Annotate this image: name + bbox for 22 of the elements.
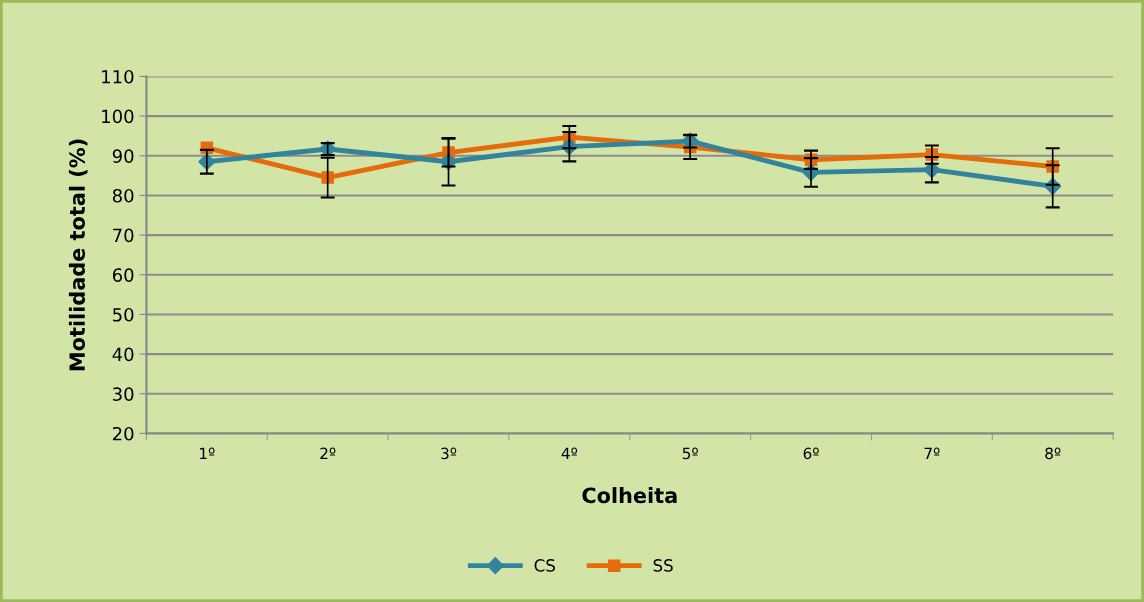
legend-label: SS	[653, 559, 673, 572]
x-tick-label: 3º	[441, 447, 457, 460]
x-tick-label: 8º	[1045, 447, 1061, 460]
y-axis-title: Motilidade total (%)	[68, 139, 88, 371]
y-tick-label: 90	[112, 149, 134, 163]
y-tick-label: 40	[112, 347, 134, 362]
y-tick-label: 30	[113, 387, 134, 401]
x-tick-label: 5º	[682, 447, 698, 460]
legend-label: CS	[534, 559, 555, 572]
y-tick-label: 20	[112, 426, 134, 441]
x-axis-title: Colheita	[582, 487, 677, 504]
y-tick-label: 80	[112, 188, 134, 203]
x-tick-label: 7º	[924, 447, 940, 459]
x-tick-label: 4º	[561, 447, 578, 459]
y-tick-label: 100	[102, 109, 134, 124]
x-tick-label: 2º	[320, 447, 336, 459]
x-tick-label: 1º	[200, 447, 215, 459]
y-tick-label: 70	[113, 228, 134, 243]
x-tick-label: 6º	[803, 447, 819, 460]
y-tick-label: 50	[113, 307, 134, 322]
y-tick-label: 60	[112, 268, 134, 282]
y-tick-label: 110	[102, 69, 134, 84]
